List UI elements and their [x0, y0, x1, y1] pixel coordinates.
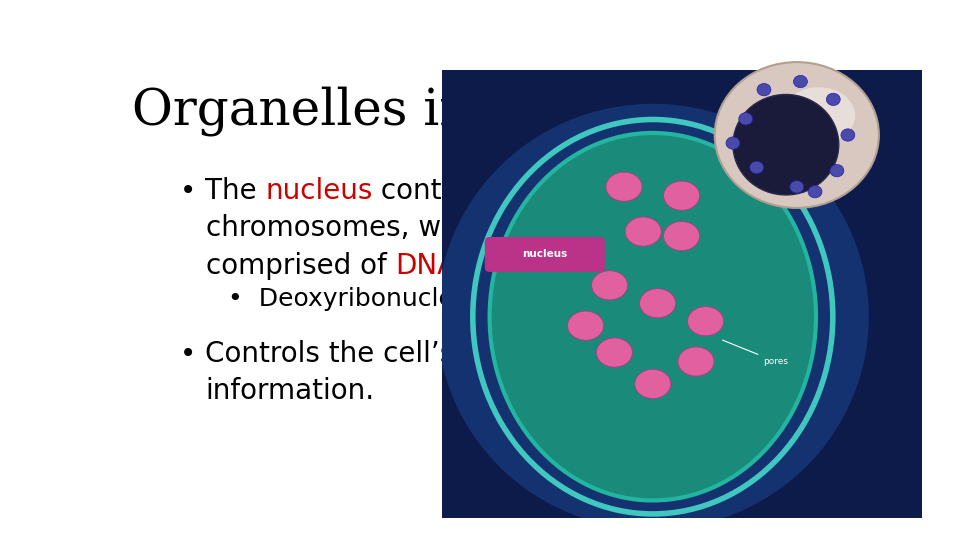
Text: comprised of: comprised of	[205, 252, 396, 280]
Ellipse shape	[663, 181, 700, 210]
Ellipse shape	[663, 221, 700, 251]
Ellipse shape	[714, 62, 879, 208]
Circle shape	[757, 84, 771, 96]
Ellipse shape	[782, 87, 855, 144]
Text: nucleus: nucleus	[522, 249, 567, 259]
Ellipse shape	[678, 347, 714, 376]
Text: chromosomes, which are: chromosomes, which are	[205, 214, 553, 242]
Circle shape	[808, 186, 822, 198]
Ellipse shape	[596, 338, 633, 367]
Ellipse shape	[635, 369, 671, 399]
Ellipse shape	[591, 271, 628, 300]
Circle shape	[830, 165, 844, 177]
Ellipse shape	[567, 311, 604, 340]
Ellipse shape	[625, 217, 661, 246]
FancyBboxPatch shape	[485, 237, 605, 272]
Text: contains the: contains the	[372, 177, 553, 205]
Text: Organelles in the Cytoplasm: Organelles in the Cytoplasm	[132, 85, 852, 136]
Text: DNA: DNA	[396, 252, 456, 280]
Ellipse shape	[639, 289, 676, 318]
Ellipse shape	[687, 307, 724, 336]
Circle shape	[739, 113, 753, 125]
Circle shape	[790, 181, 804, 193]
Text: • The: • The	[180, 177, 265, 205]
Circle shape	[841, 129, 854, 141]
Ellipse shape	[733, 94, 839, 195]
Ellipse shape	[606, 172, 642, 201]
Circle shape	[726, 137, 740, 149]
Circle shape	[750, 161, 763, 173]
Text: information.: information.	[205, 377, 374, 406]
Text: • Controls the cell’s genetic: • Controls the cell’s genetic	[180, 340, 565, 368]
Ellipse shape	[437, 104, 869, 530]
Ellipse shape	[490, 133, 816, 501]
Text: pores: pores	[723, 340, 788, 366]
Text: nucleus: nucleus	[265, 177, 372, 205]
Text: •  Deoxyribonucleic Acid: • Deoxyribonucleic Acid	[228, 287, 536, 312]
Circle shape	[827, 93, 840, 105]
Circle shape	[794, 76, 807, 87]
